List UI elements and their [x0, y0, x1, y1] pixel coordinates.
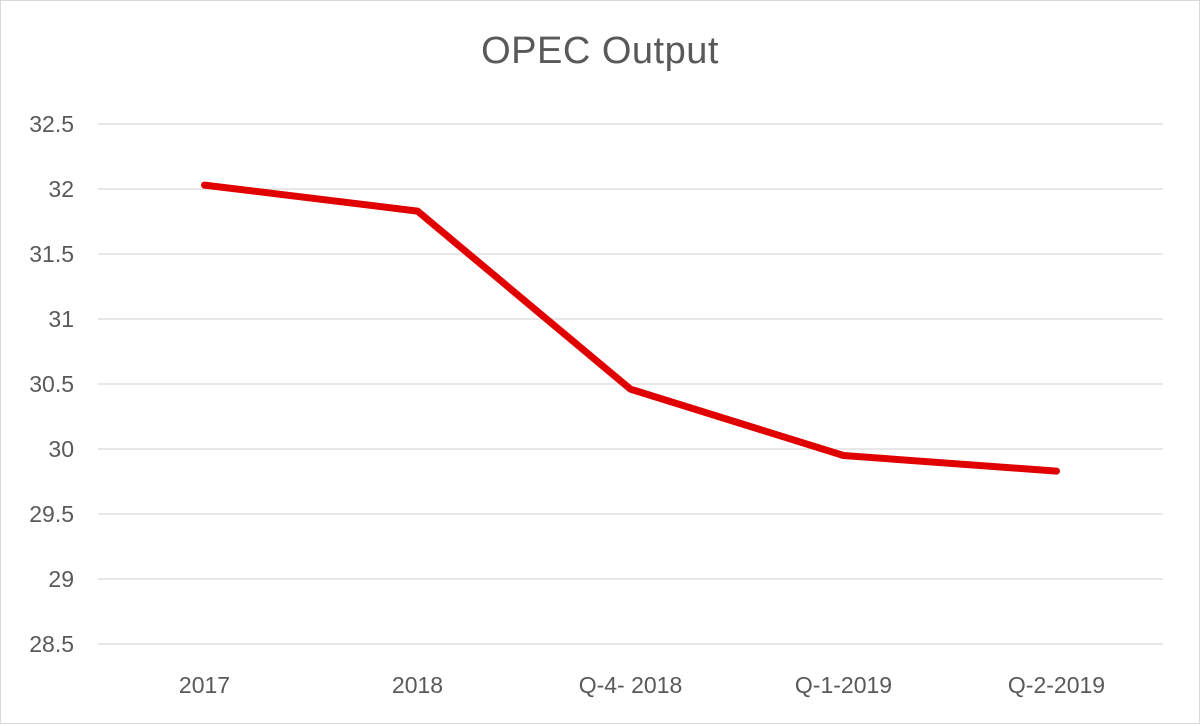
- chart-title: OPEC Output: [481, 30, 719, 72]
- y-tick-label: 31.5: [29, 241, 74, 267]
- x-axis-labels: 2017 2018 Q-4- 2018 Q-1-2019 Q-2-2019: [179, 672, 1105, 698]
- y-tick-label: 30: [48, 436, 74, 462]
- series-lines: [201, 181, 1060, 475]
- gridlines: [98, 123, 1163, 645]
- y-tick-label: 29.5: [29, 501, 74, 527]
- y-tick-label: 32.5: [29, 111, 74, 137]
- x-tick-label: 2017: [179, 672, 230, 698]
- y-tick-label: 31: [48, 306, 74, 332]
- x-tick-label: 2018: [392, 672, 443, 698]
- series-line: [201, 181, 1060, 475]
- y-tick-label: 28.5: [29, 631, 74, 657]
- x-tick-label: Q-2-2019: [1008, 672, 1105, 698]
- y-tick-label: 29: [48, 566, 74, 592]
- y-tick-label: 32: [48, 176, 74, 202]
- x-tick-label: Q-1-2019: [795, 672, 892, 698]
- x-tick-label: Q-4- 2018: [579, 672, 683, 698]
- y-tick-label: 30.5: [29, 371, 74, 397]
- y-axis-labels: 32.5 32 31.5 31 30.5 30 29.5 29 28.5: [29, 111, 74, 657]
